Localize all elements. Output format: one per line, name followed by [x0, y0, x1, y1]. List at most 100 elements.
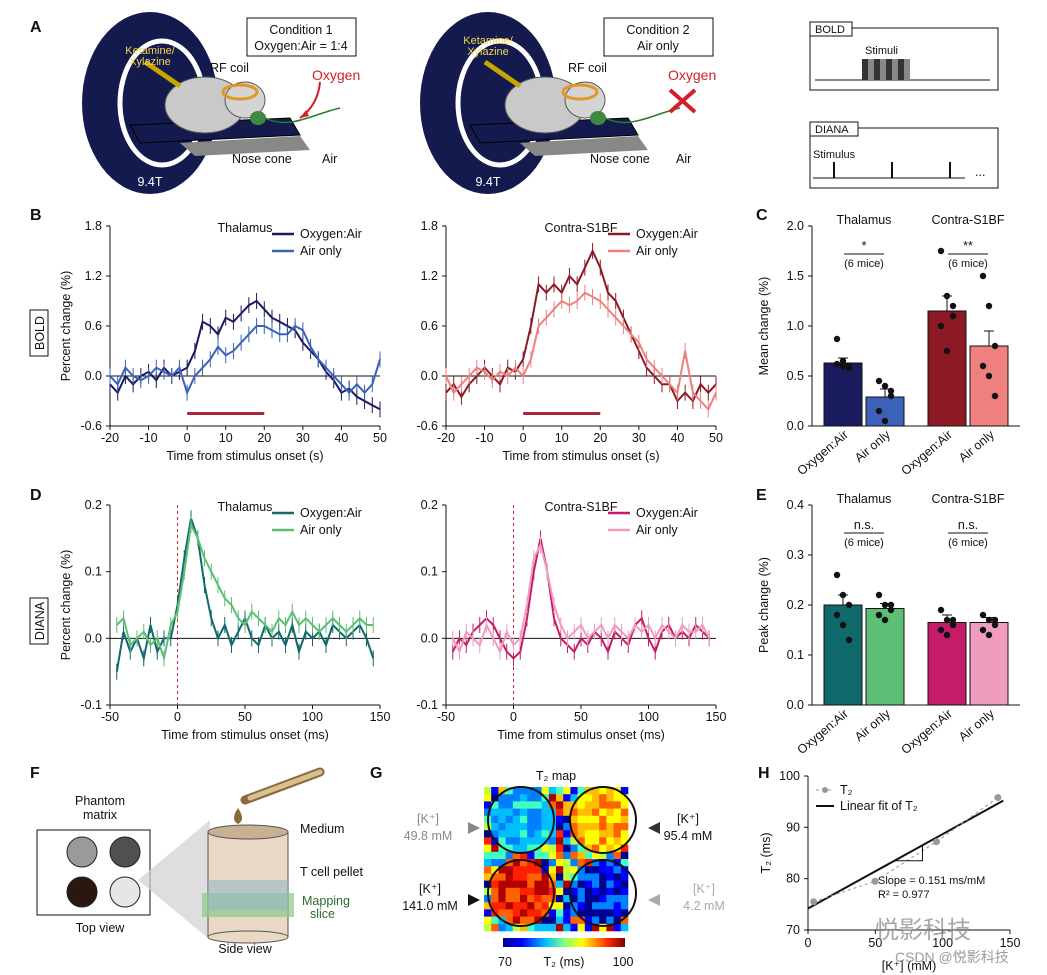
heatmap-cell — [556, 887, 564, 896]
legend-marker — [822, 787, 828, 793]
heatmap-cell — [592, 815, 600, 824]
heatmap-cell — [563, 873, 571, 881]
data-point — [881, 616, 889, 624]
heatmap-cell — [620, 902, 629, 910]
heatmap-cell — [498, 923, 506, 932]
data-point — [845, 601, 853, 609]
x-tick-label: 20 — [593, 431, 607, 445]
y-tick-label: 0.0 — [85, 369, 102, 383]
legend-label: Air only — [636, 523, 678, 537]
bold-row-tag-box — [29, 309, 49, 357]
y-tick-label: 2.0 — [787, 219, 804, 233]
heatmap-cell — [563, 902, 571, 910]
heatmap-cell — [606, 851, 614, 860]
heatmap-cell — [577, 859, 586, 867]
panel-label-e: E — [756, 487, 767, 504]
heatmap-cell — [577, 830, 586, 838]
x-axis-label: Time from stimulus onset (ms) — [161, 728, 329, 742]
air-label-1: Air — [322, 152, 337, 166]
series-line — [109, 324, 381, 396]
heatmap-cell — [512, 794, 521, 802]
chart-e-peak-change: 0.0 0.1 0.2 0.3 0.4 Peak change (%) Thalamus n.… — [757, 492, 1020, 757]
data-point — [949, 302, 957, 310]
heatmap-cell — [599, 880, 607, 889]
sample-size-label: (6 mice) — [948, 258, 988, 270]
heatmap-cell — [563, 830, 571, 838]
heatmap-cell — [620, 873, 629, 881]
heatmap-cell — [563, 916, 571, 925]
heatmap-cell — [505, 844, 514, 853]
heatmap-cell — [584, 815, 593, 824]
chart-b-s1bf: -20 -10 0 10 20 30 40 50 -0.6 0.0 0.6 1.2 1.8 Time fr… — [416, 219, 723, 463]
k-label-95: [K⁺] — [677, 812, 699, 826]
zoom-cone — [138, 820, 210, 940]
bar-label: Air only — [852, 706, 894, 744]
group-title: Thalamus — [837, 492, 892, 506]
bar — [927, 310, 967, 427]
heatmap-cell — [599, 837, 607, 845]
y-tick-label: 1.8 — [85, 219, 102, 233]
heatmap-cell — [606, 794, 614, 802]
y-axis-label: Percent change (%) — [59, 550, 73, 660]
rf-coil-label-1: RF coil — [210, 61, 249, 75]
panel-label-g: G — [370, 765, 382, 782]
y-axis-label: Peak change (%) — [757, 557, 771, 653]
heatmap-cell — [491, 808, 499, 817]
heatmap-cell — [527, 830, 535, 838]
x-tick-label: 20 — [257, 431, 271, 445]
heatmap-cell — [563, 923, 571, 932]
heatmap-cell — [563, 895, 571, 903]
heatmap-cell — [599, 859, 607, 867]
heatmap-cell — [520, 866, 528, 874]
heatmap-cell — [606, 873, 614, 881]
heatmap-cell — [534, 866, 542, 874]
heatmap-cell — [556, 923, 564, 932]
heatmap-cell — [527, 859, 535, 867]
heatmap-cell — [484, 866, 492, 874]
heatmap-cell — [520, 844, 528, 853]
heatmap-cell — [556, 902, 564, 910]
x-tick-label: -20 — [101, 431, 119, 445]
y-axis-label: Mean change (%) — [757, 277, 771, 376]
heatmap-cell — [491, 895, 499, 903]
heatmap-cell — [577, 823, 586, 831]
heatmap-cell — [527, 801, 535, 809]
x-tick-label: 0 — [510, 710, 517, 724]
t2-well-outline — [487, 786, 555, 854]
data-point — [985, 372, 993, 380]
data-point — [839, 357, 847, 365]
heatmap-cell — [505, 909, 514, 917]
heatmap-cell — [592, 830, 600, 838]
k-value-95: 95.4 mM — [664, 829, 713, 843]
heatmap-cell — [541, 830, 550, 838]
colorbar-min: 70 — [498, 955, 512, 969]
heatmap-cell — [548, 801, 557, 809]
sample-size-label: (6 mice) — [844, 258, 884, 270]
heatmap-cell — [563, 851, 571, 860]
heatmap-cell — [556, 801, 564, 809]
heatmap-cell — [620, 823, 629, 831]
heatmap-cell — [592, 895, 600, 903]
heatmap-cell — [606, 808, 614, 817]
data-point — [875, 611, 883, 619]
bold-protocol-box — [809, 27, 999, 91]
bar-label: Air only — [956, 706, 998, 744]
heatmap-cell — [491, 887, 499, 896]
heatmap-cell — [512, 851, 521, 860]
heatmap-cell — [491, 902, 499, 910]
anesthesia-label-1: Ketamine/Xylazine — [125, 45, 175, 68]
x-tick-label: 50 — [373, 431, 387, 445]
heatmap-cell — [541, 801, 550, 809]
heatmap-cell — [613, 830, 622, 838]
heatmap-cell — [491, 794, 499, 802]
heatmap-cell — [534, 851, 542, 860]
condition-2-subtitle: Air only — [637, 39, 679, 53]
legend-label: Oxygen:Air — [300, 227, 362, 241]
heatmap-cell — [512, 909, 521, 917]
t2-colorbar — [503, 938, 625, 947]
data-point — [839, 362, 847, 370]
heatmap-cell — [577, 837, 586, 845]
heatmap-cell — [505, 851, 514, 860]
heatmap-cell — [491, 880, 499, 889]
heatmap-cell — [584, 830, 593, 838]
